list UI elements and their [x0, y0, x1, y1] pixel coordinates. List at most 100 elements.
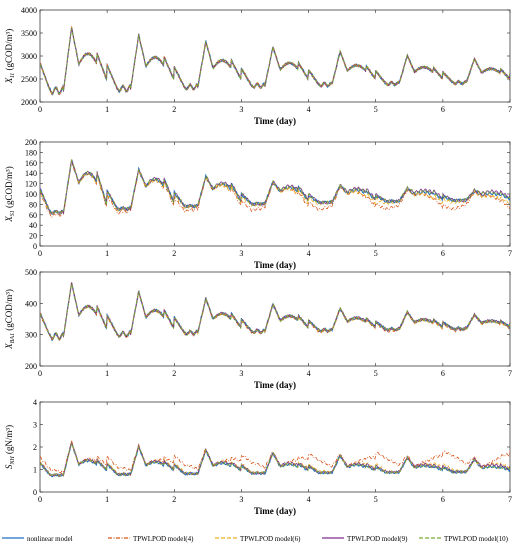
- x-tick-label: 7: [508, 495, 512, 504]
- x-tick-label: 5: [374, 495, 378, 504]
- x-tick-label: 6: [441, 495, 445, 504]
- legend-label: TPWLPOD model(4): [133, 535, 194, 543]
- x-axis-label: Time (day): [254, 116, 296, 126]
- legend-label: TPWLPOD model(9): [347, 535, 408, 543]
- x-tick-label: 2: [172, 105, 176, 114]
- x-tick-label: 1: [105, 105, 109, 114]
- x-tick-label: 7: [508, 105, 512, 114]
- y-tick-label: 2000: [21, 98, 37, 107]
- y-tick-label: 120: [25, 180, 37, 189]
- x-tick-label: 1: [105, 249, 109, 258]
- series-line-4: [40, 441, 510, 478]
- series-line-2: [40, 281, 510, 341]
- series-line-5: [40, 441, 510, 478]
- x-tick-label: 4: [307, 369, 311, 378]
- y-tick-label: 500: [25, 268, 37, 277]
- legend-item: TPWLPOD model(4): [108, 535, 194, 543]
- legend-item: TPWLPOD model(10): [419, 535, 509, 543]
- series-line-1: [40, 26, 510, 96]
- y-tick-label: 3000: [21, 52, 37, 61]
- legend-label: nonlinear model: [27, 535, 73, 543]
- axes-box: [39, 9, 511, 103]
- axes-box: [39, 271, 511, 367]
- x-axis-label: Time (day): [254, 506, 296, 516]
- series-line-2: [40, 159, 510, 219]
- x-tick-label: 5: [374, 369, 378, 378]
- legend-label: TPWLPOD model(10): [444, 535, 509, 543]
- series-line-1: [40, 441, 510, 478]
- y-tick-label: 80: [29, 200, 37, 209]
- series-line-5: [40, 159, 510, 215]
- legend-item: nonlinear model: [2, 535, 73, 543]
- y-tick-label: 3500: [21, 29, 37, 38]
- series-line-3: [40, 26, 510, 96]
- y-tick-label: 160: [25, 159, 37, 168]
- x-tick-label: 1: [105, 369, 109, 378]
- series-line-4: [40, 160, 510, 215]
- legend-item: TPWLPOD model(6): [215, 535, 301, 543]
- x-tick-label: 0: [38, 369, 42, 378]
- x-tick-label: 5: [374, 105, 378, 114]
- y-tick-label: 200: [25, 138, 37, 147]
- series-line-3: [40, 159, 510, 216]
- y-tick-label: 140: [25, 169, 37, 178]
- x-tick-label: 0: [38, 249, 42, 258]
- y-tick-label: 2500: [21, 75, 37, 84]
- x-tick-label: 7: [508, 369, 512, 378]
- axes-box: [39, 401, 511, 493]
- y-tick-label: 40: [29, 221, 37, 230]
- x-tick-label: 4: [307, 105, 311, 114]
- y-tick-label: 200: [25, 362, 37, 371]
- x-axis-label: Time (day): [254, 260, 296, 270]
- y-axis-label: SNH (gN/m³): [4, 425, 16, 469]
- x-tick-label: 0: [38, 495, 42, 504]
- series-line-3: [40, 282, 510, 342]
- x-tick-label: 3: [239, 249, 243, 258]
- series-group: [40, 440, 510, 478]
- y-tick-label: 1: [33, 466, 37, 475]
- subplot-3: 0 1 2 3 4 5 6 7 200 300 400 500 Time (day) XBA1 (gCOD…: [4, 268, 512, 390]
- y-tick-label: 3: [33, 421, 37, 430]
- x-tick-label: 2: [172, 369, 176, 378]
- x-tick-label: 7: [508, 249, 512, 258]
- y-tick-label: 4: [33, 398, 37, 407]
- y-tick-label: 300: [25, 331, 37, 340]
- legend-label: TPWLPOD model(6): [240, 535, 301, 543]
- series-line-5: [40, 28, 510, 95]
- y-tick-label: 100: [25, 190, 37, 199]
- series-group: [40, 26, 510, 96]
- x-tick-label: 1: [105, 495, 109, 504]
- y-axis-label: XS1 (gCOD/m³): [4, 166, 16, 222]
- series-line-1: [40, 159, 510, 215]
- x-tick-label: 6: [441, 105, 445, 114]
- y-tick-label: 4000: [21, 6, 37, 15]
- series-group: [40, 281, 510, 342]
- series-line-3: [40, 441, 510, 477]
- y-axis-label: XBA1 (gCOD/m³): [4, 289, 16, 350]
- y-tick-label: 60: [29, 211, 37, 220]
- y-tick-label: 180: [25, 148, 37, 157]
- x-tick-label: 2: [172, 249, 176, 258]
- y-tick-label: 0: [33, 242, 37, 251]
- series-line-4: [40, 27, 510, 96]
- series-line-4: [40, 283, 510, 341]
- x-tick-label: 3: [239, 495, 243, 504]
- series-line-1: [40, 282, 510, 342]
- series-line-5: [40, 283, 510, 341]
- y-tick-label: 0: [33, 488, 37, 497]
- x-tick-label: 2: [172, 495, 176, 504]
- subplot-1: 0 1 2 3 4 5 6 7 2000 2500 3000 3500 4000 Time (day) XI…: [4, 6, 512, 126]
- series-group: [40, 159, 510, 219]
- x-tick-label: 3: [239, 105, 243, 114]
- axes-box: [39, 141, 511, 247]
- x-tick-label: 5: [374, 249, 378, 258]
- legend-item: TPWLPOD model(9): [322, 535, 408, 543]
- y-tick-label: 20: [29, 232, 37, 241]
- y-axis-label: XI1 (gCOD/m³): [4, 29, 16, 84]
- x-tick-label: 3: [239, 369, 243, 378]
- x-axis-label: Time (day): [254, 380, 296, 390]
- x-tick-label: 0: [38, 105, 42, 114]
- subplot-4: 0 1 2 3 4 5 6 7 0 1 2 3 4 Time (day) SNH (gN/m³): [4, 398, 512, 516]
